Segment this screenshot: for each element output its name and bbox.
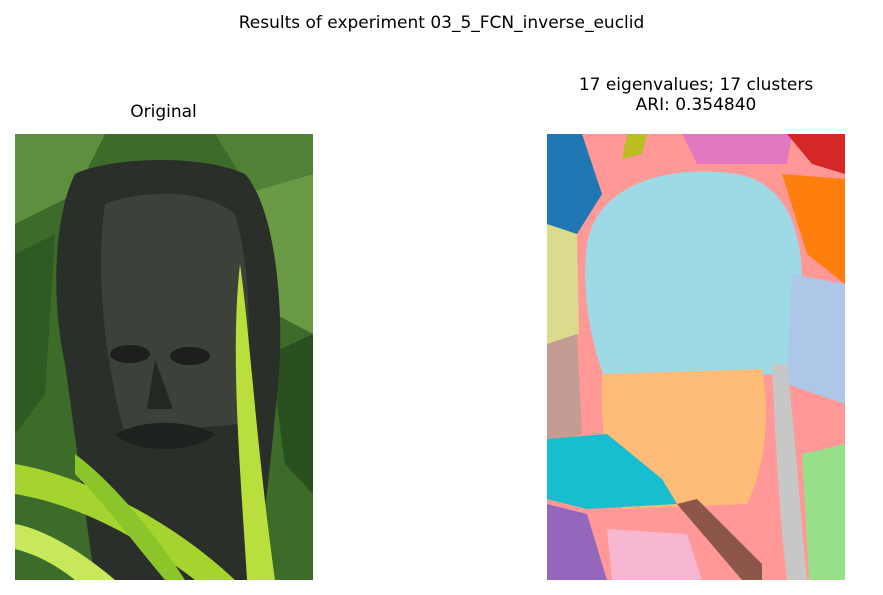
figure-suptitle: Results of experiment 03_5_FCN_inverse_e… bbox=[238, 13, 645, 33]
segmentation-image bbox=[547, 134, 845, 580]
segmentation-title-line1: 17 eigenvalues; 17 clusters bbox=[578, 75, 814, 95]
original-title: Original bbox=[130, 102, 197, 122]
segmentation-title-line2: ARI: 0.354840 bbox=[635, 95, 757, 115]
original-image bbox=[15, 134, 313, 580]
